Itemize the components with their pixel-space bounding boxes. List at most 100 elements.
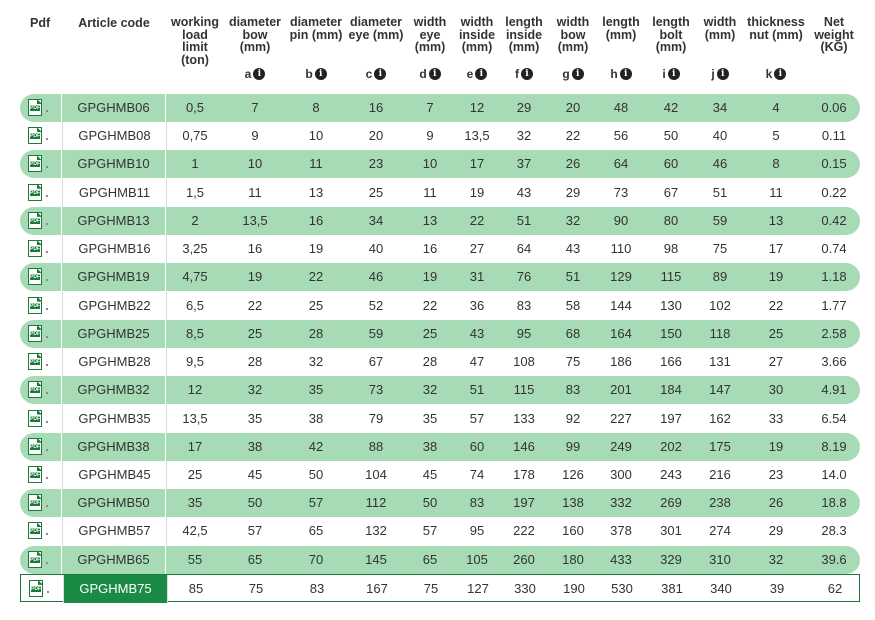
article-code-cell[interactable]: GPGHMB19 [62,263,166,292]
pdf-cell: PDF [20,122,61,150]
header-col-7: width bow (mm) g i [550,16,596,81]
value-cell: 57 [308,495,324,511]
value-cell: 274 [709,523,731,539]
value-cell: 0.06 [821,100,847,115]
article-code-cell[interactable]: GPGHMB28 [62,348,167,377]
pdf-file-icon[interactable]: PDF [29,579,43,597]
info-icon[interactable]: i [571,68,584,81]
article-code-cell[interactable]: GPGHMB11 [62,178,167,207]
info-icon[interactable]: i [619,68,632,81]
table-row[interactable]: PDF GPGHMB45 25 45 50 104 45 74 178 126 300 243 216 2… [20,460,860,489]
table-row[interactable]: PDF GPGHMB10 1 10 11 23 10 17 37 26 64 60 46 8 0.15 [20,150,860,179]
table-row[interactable]: PDF GPGHMB11 1,5 11 13 25 11 19 43 29 73 67 51 11 0.22 [20,178,860,207]
pdf-file-icon[interactable]: PDF [28,550,42,568]
value-cell: 7 [251,100,259,115]
value-cell: 73 [368,382,384,398]
value-cell: 197 [513,495,535,511]
table-row[interactable]: PDF GPGHMB50 35 50 57 112 50 83 197 138 332 269 238 2… [20,489,860,518]
pdf-file-icon[interactable]: PDF [28,99,42,116]
table-row[interactable]: PDF GPGHMB65 55 65 70 145 65 105 260 180 433 329 310… [20,545,860,574]
table-row[interactable]: PDF GPGHMB28 9,5 28 32 67 28 47 108 75 186 166 131 27… [20,348,860,377]
article-code-cell[interactable]: GPGHMB50 [62,489,166,518]
value-cell: 43 [516,184,532,200]
info-icon[interactable]: i [374,68,387,81]
table-row[interactable]: PDF GPGHMB32 12 32 35 73 32 51 115 83 201 184 147 30 4… [20,376,860,405]
table-row[interactable]: PDF GPGHMB16 3,25 16 19 40 16 27 64 43 110 98 75 17 0.… [20,235,860,264]
value-cell: 11 [248,184,262,200]
article-code-cell[interactable]: GPGHMB10 [62,150,166,179]
value-cell: 67 [663,184,679,200]
value-cell: 23 [768,466,784,482]
pdf-cell: PDF [20,376,62,405]
pdf-file-icon[interactable]: PDF [28,522,42,540]
value-cell: 28 [247,354,263,370]
table-row[interactable]: PDF GPGHMB06 0,5 7 8 16 7 12 29 20 48 42 34 4 0.06 [20,94,860,122]
pdf-cell: PDF [20,94,62,122]
pdf-file-icon[interactable]: PDF [28,211,42,229]
article-code-cell[interactable]: GPGHMB32 [62,376,166,405]
pdf-file-icon[interactable]: PDF [28,494,42,512]
article-code-cell[interactable]: GPGHMB25 [62,319,166,348]
article-code-cell[interactable]: GPGHMB35 [62,404,167,433]
value-cell: 4,75 [182,269,208,285]
article-code-cell[interactable]: GPGHMB75 [63,574,168,603]
table-row[interactable]: PDF GPGHMB08 0,75 9 10 20 9 13,5 32 22 56 50 40 5 0.11 [20,122,860,151]
pdf-file-icon[interactable]: PDF [28,268,42,286]
info-icon[interactable]: i [667,68,680,81]
table-row[interactable]: PDF GPGHMB19 4,75 19 22 46 19 31 76 51 129 115 89 19 1… [20,263,860,292]
table-row[interactable]: PDF GPGHMB35 13,5 35 38 79 35 57 133 92 227 197 162 3… [20,404,860,433]
value-cell: 46 [712,156,728,172]
value-cell: 17 [469,156,485,172]
pdf-file-icon[interactable]: PDF [28,240,42,258]
info-icon[interactable]: i [774,68,787,81]
article-code-cell[interactable]: GPGHMB13 [62,206,166,235]
value-cell: 0,75 [182,128,208,144]
info-icon[interactable]: i [716,68,729,81]
pdf-file-icon[interactable]: PDF [28,127,42,145]
value-cell: 8 [772,156,780,172]
pdf-file-icon[interactable]: PDF [28,437,42,455]
value-cell: 79 [368,410,384,426]
table-row[interactable]: PDF GPGHMB75 85 75 83 167 75 127 330 190 530 381 340… [20,573,860,603]
table-row[interactable]: PDF GPGHMB38 17 38 42 88 38 60 146 99 249 202 175 19 8… [20,432,860,461]
info-icon[interactable]: i [475,68,488,81]
info-icon[interactable]: i [428,68,441,81]
value-cell: 112 [365,495,387,511]
header-col-0: working load limit (ton) [167,16,223,66]
pdf-file-icon[interactable]: PDF [28,324,42,342]
pdf-cell: PDF [20,150,62,179]
table-row[interactable]: PDF GPGHMB25 8,5 25 28 59 25 43 95 68 164 150 118 25 2… [20,319,860,348]
pdf-file-icon[interactable]: PDF [28,353,42,371]
pdf-file-icon[interactable]: PDF [28,465,42,483]
value-cell: 45 [247,466,263,482]
value-cell: 85 [188,580,204,596]
table-row[interactable]: PDF GPGHMB13 2 13,5 16 34 13 22 51 32 90 80 59 13 0.42 [20,206,860,235]
info-icon[interactable]: i [521,68,533,81]
article-code-cell[interactable]: GPGHMB06 [62,94,166,122]
article-code-cell[interactable]: GPGHMB08 [62,122,167,151]
article-code-cell[interactable]: GPGHMB38 [62,432,166,461]
article-code-cell[interactable]: GPGHMB22 [62,291,167,320]
pdf-file-icon[interactable]: PDF [28,183,42,201]
value-cell: 25 [768,325,784,341]
value-cell: 310 [709,551,731,567]
info-icon[interactable]: i [314,68,327,81]
value-cell: 60 [469,438,485,454]
value-cell: 35 [187,495,203,511]
header-line: (mm) [239,40,271,54]
article-code-cell[interactable]: GPGHMB45 [62,460,167,489]
value-cell: 0.11 [821,128,847,144]
pdf-file-icon[interactable]: PDF [28,381,42,399]
article-code-cell[interactable]: GPGHMB65 [62,545,166,574]
article-code-cell[interactable]: GPGHMB57 [62,517,167,546]
pdf-file-icon[interactable]: PDF [28,155,42,173]
article-code-cell[interactable]: GPGHMB16 [62,235,167,264]
pdf-dot [46,279,48,282]
table-row[interactable]: PDF GPGHMB22 6,5 22 25 52 22 36 83 58 144 130 102 22 1… [20,291,860,320]
header-line: (KG) [820,40,848,54]
pdf-file-icon[interactable]: PDF [28,409,42,427]
value-cell: 17 [187,438,203,454]
info-icon[interactable]: i [253,68,266,81]
table-row[interactable]: PDF GPGHMB57 42,5 57 65 132 57 95 222 160 378 301 27… [20,517,860,546]
pdf-file-icon[interactable]: PDF [28,296,42,314]
